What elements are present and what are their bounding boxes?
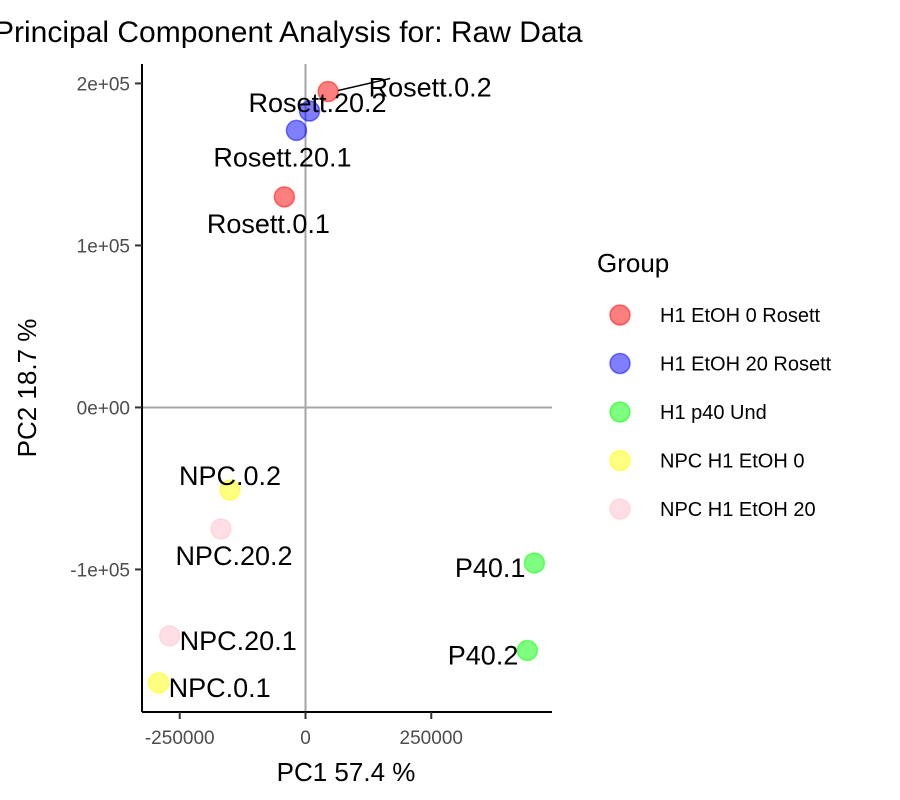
y-tick-label: 2e+05 — [77, 74, 130, 95]
point-label: P40.1 — [455, 553, 526, 583]
data-point — [516, 639, 539, 662]
legend-key — [609, 304, 631, 326]
zero-reference-lines — [142, 64, 552, 712]
data-point — [523, 552, 546, 574]
data-point — [219, 479, 241, 501]
point-label: NPC.0.1 — [169, 673, 271, 703]
point-label: Rosett.20.1 — [213, 142, 351, 172]
y-tick-label: 1e+05 — [77, 236, 130, 257]
legend-label: H1 EtOH 20 Rosett — [660, 354, 832, 376]
legend-key — [609, 352, 631, 375]
legend-label: H1 p40 Und — [660, 402, 767, 424]
y-tick-label: 0e+00 — [77, 398, 130, 419]
x-tick-label: -250000 — [145, 728, 215, 749]
y-axis-ticks: -1e+05 0e+00 1e+05 2e+05 — [70, 74, 142, 581]
point-label: P40.2 — [448, 640, 519, 670]
legend-key — [609, 401, 631, 423]
label-leader-line — [337, 77, 391, 92]
axes: -250000 0 250000 -1e+05 0e+00 1e+05 2e+05 — [70, 64, 552, 749]
x-tick-label: 0 — [300, 728, 311, 749]
data-point — [147, 672, 170, 694]
y-axis-title: PC2 18.7 % — [12, 319, 42, 458]
data-point — [285, 119, 308, 142]
point-label: Rosett.20.2 — [248, 88, 386, 118]
data-points — [147, 80, 546, 694]
data-point — [317, 80, 339, 103]
point-label: NPC.20.2 — [175, 541, 292, 571]
x-axis-title: PC1 57.4 % — [277, 757, 416, 787]
chart-title: Principal Component Analysis for: Raw Da… — [0, 16, 583, 49]
legend-label: NPC H1 EtOH 20 — [660, 499, 816, 521]
legend-key — [609, 449, 631, 472]
legend-items: H1 EtOH 0 Rosett H1 EtOH 20 Rosett H1 p40 … — [609, 304, 832, 521]
point-label: Rosett.0.2 — [369, 73, 492, 103]
x-tick-label: 250000 — [400, 728, 463, 749]
x-axis-ticks: -250000 0 250000 — [145, 712, 463, 749]
legend-title: Group — [597, 248, 669, 278]
data-point — [210, 518, 232, 540]
point-label: Rosett.0.1 — [207, 209, 330, 239]
data-point — [298, 100, 321, 122]
legend-label: H1 EtOH 0 Rosett — [660, 305, 821, 327]
data-point — [158, 625, 181, 647]
y-tick-label: -1e+05 — [70, 560, 130, 581]
legend-label: NPC H1 EtOH 0 — [660, 451, 804, 473]
point-label: NPC.20.1 — [180, 626, 297, 656]
point-label: NPC.0.2 — [179, 461, 281, 491]
data-point — [273, 186, 296, 208]
legend-key — [609, 498, 631, 520]
